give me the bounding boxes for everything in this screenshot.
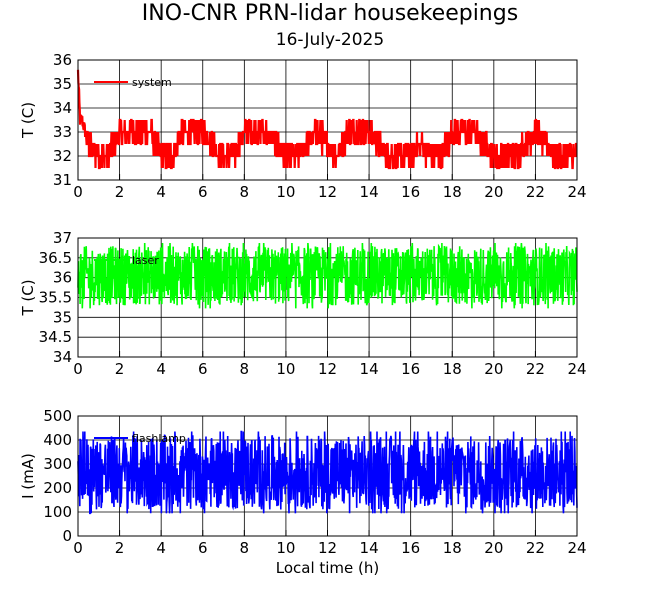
- x-tick-label: 6: [198, 183, 208, 201]
- x-tick-label: 10: [276, 183, 295, 201]
- y-tick-label: 31: [53, 171, 72, 189]
- x-tick-label: 18: [443, 183, 462, 201]
- figure-title: INO-CNR PRN-lidar housekeepings: [142, 1, 518, 26]
- y-axis-label: T (C): [19, 102, 37, 139]
- y-tick-label: 36: [53, 269, 72, 287]
- y-tick-label: 35: [53, 308, 72, 326]
- x-tick-label: 10: [276, 539, 295, 557]
- x-tick-label: 6: [198, 360, 208, 378]
- x-tick-label: 14: [360, 360, 379, 378]
- series-line-flashlamp: [77, 430, 578, 515]
- y-tick-label: 34.5: [39, 328, 72, 346]
- y-axis-label: T (C): [19, 279, 37, 316]
- x-tick-label: 22: [526, 539, 545, 557]
- figure-subtitle: 16-July-2025: [276, 30, 384, 50]
- x-tick-label: 24: [567, 360, 586, 378]
- x-tick-label: 0: [73, 539, 83, 557]
- x-tick-label: 20: [484, 183, 503, 201]
- x-tick-label: 12: [318, 183, 337, 201]
- y-tick-label: 36.5: [39, 249, 72, 267]
- x-tick-label: 2: [115, 360, 125, 378]
- x-tick-label: 2: [115, 539, 125, 557]
- x-tick-label: 16: [401, 360, 420, 378]
- x-tick-label: 8: [240, 360, 250, 378]
- x-tick-label: 2: [115, 183, 125, 201]
- legend-label: flashlamp: [132, 432, 186, 445]
- y-tick-label: 35.5: [39, 289, 72, 307]
- x-tick-label: 14: [360, 183, 379, 201]
- y-tick-label: 200: [43, 479, 72, 497]
- y-tick-label: 400: [43, 431, 72, 449]
- y-tick-label: 100: [43, 503, 72, 521]
- x-tick-label: 20: [484, 539, 503, 557]
- y-tick-label: 36: [53, 51, 72, 69]
- legend-label: laser: [132, 254, 159, 267]
- series-line-system: [76, 69, 577, 170]
- x-tick-label: 6: [198, 539, 208, 557]
- x-tick-label: 4: [156, 183, 166, 201]
- x-tick-label: 18: [443, 360, 462, 378]
- y-tick-label: 33: [53, 123, 72, 141]
- y-tick-label: 34: [53, 99, 72, 117]
- y-tick-label: 37: [53, 229, 72, 247]
- x-tick-label: 16: [401, 539, 420, 557]
- x-tick-label: 22: [526, 183, 545, 201]
- x-tick-label: 0: [73, 360, 83, 378]
- y-tick-label: 0: [62, 527, 72, 545]
- x-tick-label: 0: [73, 183, 83, 201]
- x-tick-label: 14: [360, 539, 379, 557]
- x-tick-label: 22: [526, 360, 545, 378]
- x-tick-label: 10: [276, 360, 295, 378]
- x-tick-label: 8: [240, 539, 250, 557]
- y-tick-label: 500: [43, 407, 72, 425]
- y-tick-label: 32: [53, 147, 72, 165]
- y-tick-label: 300: [43, 455, 72, 473]
- x-tick-label: 24: [567, 183, 586, 201]
- x-tick-label: 8: [240, 183, 250, 201]
- legend-label: system: [132, 76, 172, 89]
- x-tick-label: 18: [443, 539, 462, 557]
- x-tick-label: 20: [484, 360, 503, 378]
- x-tick-label: 24: [567, 539, 586, 557]
- x-axis-label: Local time (h): [276, 559, 380, 577]
- x-tick-label: 12: [318, 360, 337, 378]
- x-tick-label: 4: [156, 539, 166, 557]
- y-axis-label: I (mA): [19, 453, 37, 499]
- x-tick-label: 4: [156, 360, 166, 378]
- y-tick-label: 35: [53, 75, 72, 93]
- series-line-laser: [77, 242, 578, 309]
- x-tick-label: 16: [401, 183, 420, 201]
- y-tick-label: 34: [53, 348, 72, 366]
- x-tick-label: 12: [318, 539, 337, 557]
